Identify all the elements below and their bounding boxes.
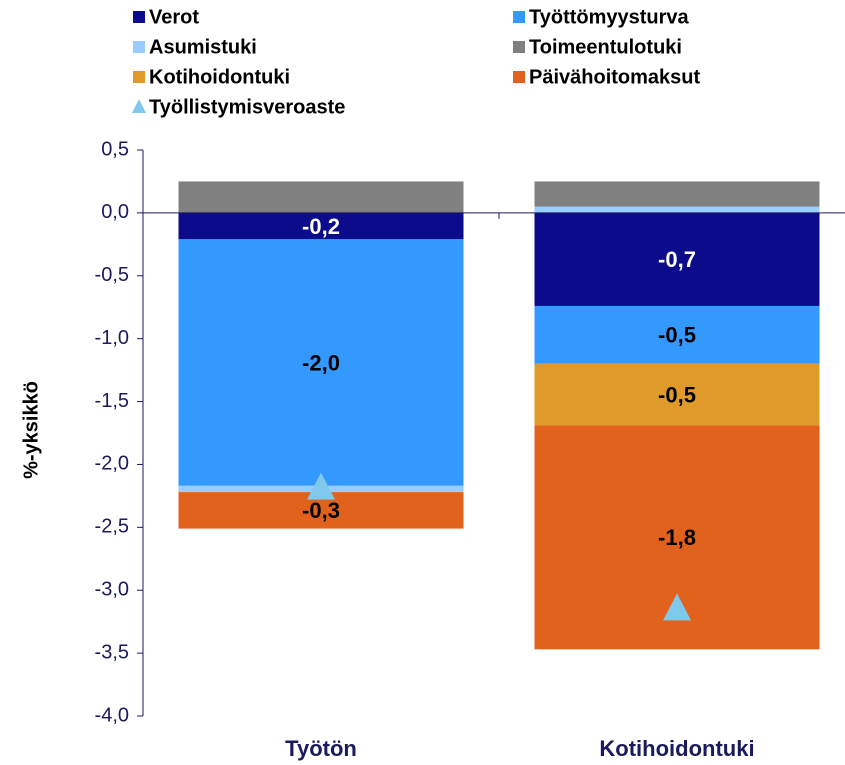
y-tick-label: -3,0	[95, 579, 129, 601]
value-label: -0,7	[658, 247, 696, 272]
bar-segment	[534, 181, 820, 207]
y-tick-label: 0,5	[101, 138, 129, 160]
x-tick-label: Kotihoidontuki	[599, 736, 754, 761]
marker	[307, 472, 335, 500]
legend-swatch	[133, 71, 145, 83]
y-tick-label: -4,0	[95, 704, 129, 726]
bar-segment	[534, 206, 820, 213]
bar-segment	[534, 212, 820, 306]
y-tick-label: -1,0	[95, 327, 129, 349]
y-tick-label: -3,5	[95, 641, 129, 663]
legend-label: Verot	[149, 6, 199, 28]
marker	[663, 593, 691, 621]
value-label: -1,8	[658, 525, 696, 550]
bar-segment	[534, 305, 820, 364]
y-tick-label: -1,5	[95, 390, 129, 412]
legend-label: Työttömyysturva	[529, 6, 690, 28]
legend-swatch	[513, 11, 525, 23]
value-label: -0,5	[658, 382, 696, 407]
value-label: -0,5	[658, 323, 696, 348]
legend-swatch	[513, 41, 525, 53]
y-axis-label: %-yksikkö	[20, 381, 42, 479]
legend-swatch	[513, 71, 525, 83]
legend-label: Kotihoidontuki	[149, 66, 290, 88]
legend-swatch	[133, 11, 145, 23]
legend-label: Asumistuki	[149, 36, 257, 58]
legend-marker	[132, 99, 146, 113]
y-tick-label: -2,5	[95, 516, 129, 538]
value-label: -0,2	[302, 214, 340, 239]
value-label: -0,3	[302, 498, 340, 523]
legend-label: Päivähoitomaksut	[529, 66, 701, 88]
y-tick-label: -0,5	[95, 264, 129, 286]
legend-label: Toimeentulotuki	[529, 36, 682, 58]
x-tick-label: Työtön	[285, 736, 357, 761]
bar-segment	[178, 239, 464, 486]
y-tick-label: 0,0	[101, 201, 129, 223]
bar-segment	[178, 212, 464, 240]
value-label: -2,0	[302, 350, 340, 375]
legend-swatch	[133, 41, 145, 53]
legend-label: Työllistymisveroaste	[149, 96, 345, 118]
bar-segment	[178, 181, 464, 213]
y-tick-label: -2,0	[95, 453, 129, 475]
bar-segment	[534, 363, 820, 426]
